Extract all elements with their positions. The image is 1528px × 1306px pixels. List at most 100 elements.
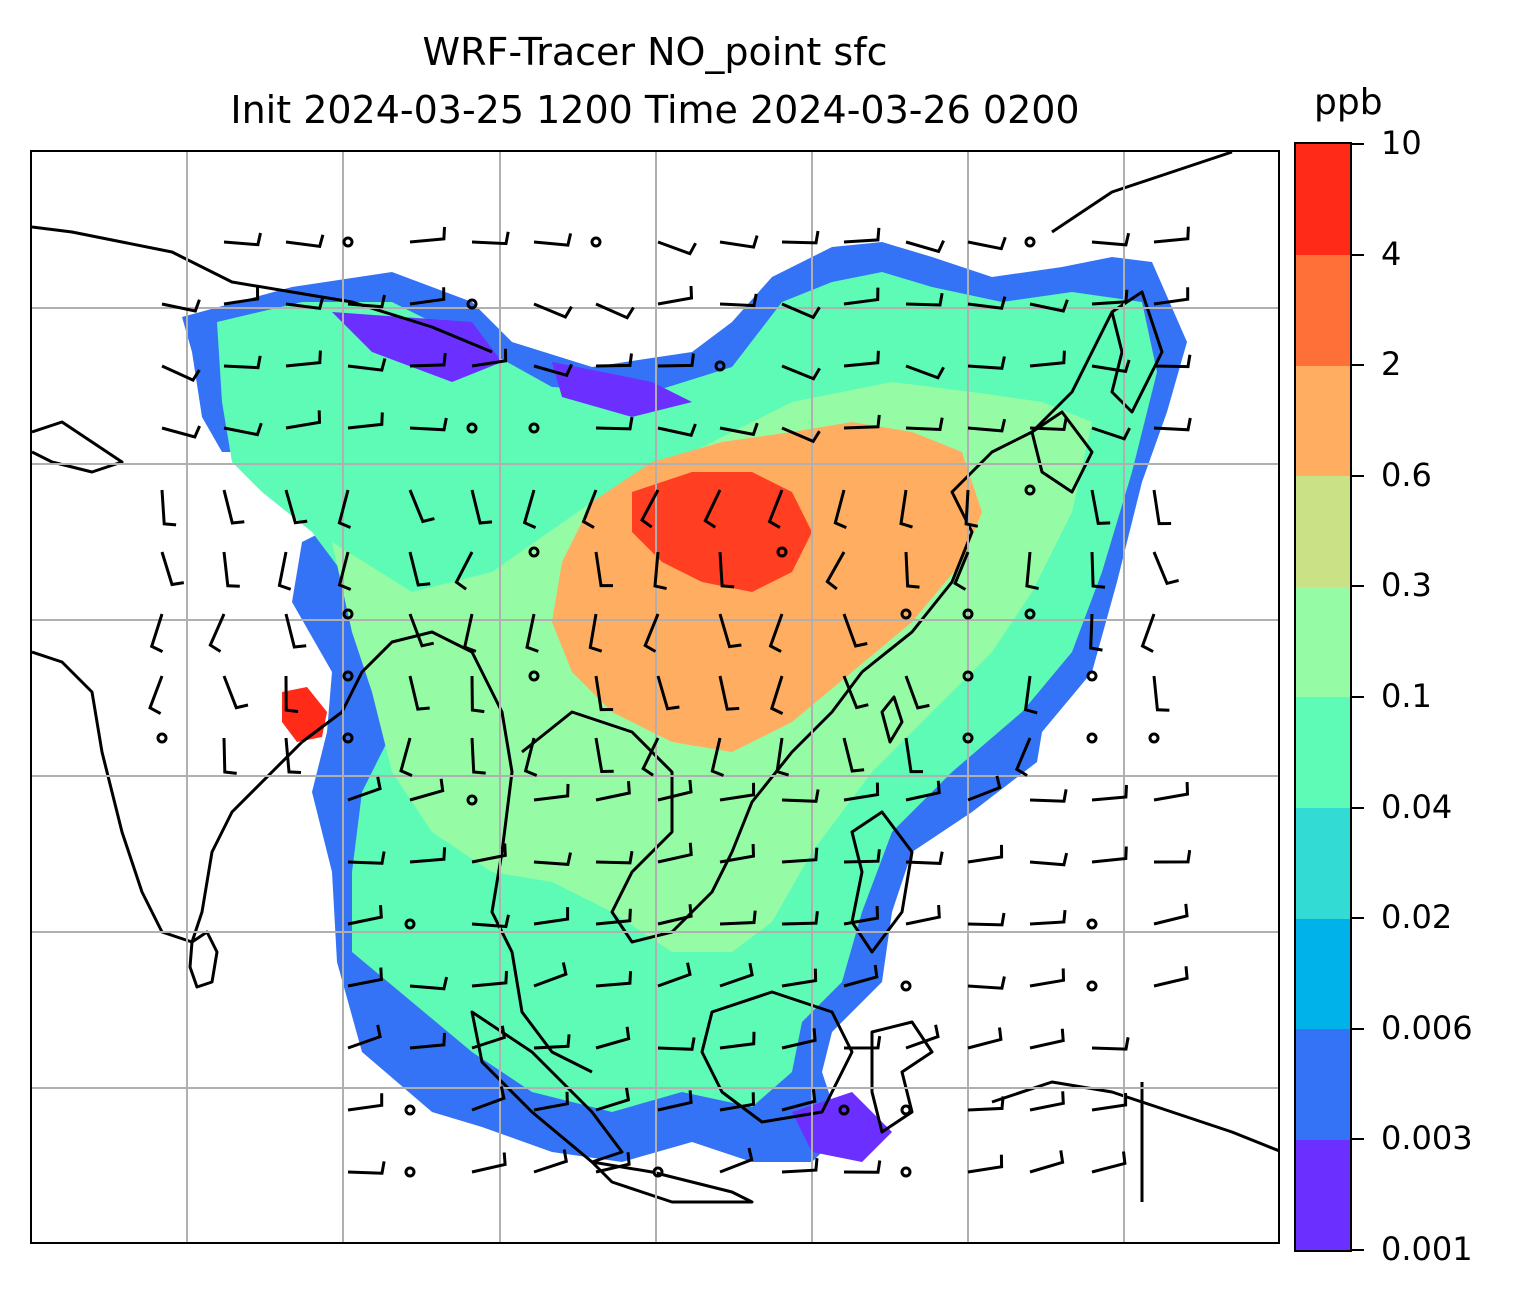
wind-barb — [843, 849, 881, 864]
colorbar-tick-label: 0.006 — [1381, 1008, 1473, 1047]
wind-barb — [905, 780, 941, 802]
wind-barb — [905, 1024, 940, 1050]
wind-barb — [1091, 846, 1128, 864]
wind-barb — [842, 613, 868, 648]
wind-barb — [408, 613, 435, 648]
wind-barb-calm — [342, 670, 354, 682]
wind-barb-calm — [1148, 732, 1160, 744]
wind-barb-calm — [466, 422, 478, 434]
colorbar-segment — [1296, 918, 1350, 1030]
wind-barb-calm — [1086, 732, 1098, 744]
wind-barb — [775, 737, 790, 777]
wind-barb — [1091, 359, 1131, 374]
wind-barb — [967, 844, 1004, 864]
wind-barb — [408, 675, 430, 711]
wind-barb — [843, 782, 880, 802]
wind-barb — [285, 350, 322, 368]
wind-barb — [471, 1152, 507, 1174]
wind-barb — [1091, 1037, 1130, 1051]
wind-barb — [843, 906, 880, 926]
wind-barb — [719, 962, 754, 988]
wind-barb — [1025, 551, 1039, 591]
wind-barb-calm — [1086, 670, 1098, 682]
wind-barb — [409, 976, 449, 991]
wind-barb — [409, 417, 448, 432]
colorbar-tick — [1352, 806, 1364, 809]
wind-barb — [843, 1160, 882, 1174]
colorbar-tick-label: 0.6 — [1381, 455, 1432, 494]
wind-barb — [347, 905, 383, 926]
colorbar-tick — [1352, 1138, 1364, 1141]
wind-barb — [781, 364, 821, 381]
wind-barb — [454, 551, 474, 591]
wind-barb — [471, 348, 508, 368]
colorbar-tick-label: 0.003 — [1381, 1119, 1473, 1158]
colorbar-tick — [1352, 696, 1364, 698]
wind-barb — [284, 489, 308, 525]
wind-barb — [595, 971, 633, 988]
wind-barb — [1090, 489, 1111, 525]
wind-barb — [781, 789, 820, 803]
wind-barb — [719, 422, 759, 437]
wind-barb — [781, 426, 821, 444]
wind-barb — [1029, 968, 1066, 988]
wind-barb — [967, 296, 1007, 310]
wind-barb — [161, 425, 201, 439]
wind-barb — [409, 847, 447, 864]
wind-barb — [719, 844, 756, 864]
wind-barb — [1152, 489, 1172, 526]
wind-barb — [470, 737, 486, 775]
wind-barb — [843, 227, 881, 244]
wind-barb — [595, 353, 633, 368]
wind-barb — [1153, 782, 1190, 802]
wind-barb — [719, 910, 757, 926]
wind-barb-calm — [528, 670, 540, 682]
wind-barb — [223, 232, 262, 247]
wind-barb — [843, 1035, 882, 1050]
wind-barb — [533, 1034, 571, 1050]
wind-barb — [825, 551, 846, 591]
wind-barb — [640, 489, 660, 529]
wind-barb — [781, 302, 821, 320]
wind-barb-calm — [652, 1166, 664, 1178]
colorbar-tick — [1352, 1249, 1364, 1251]
wind-barb — [284, 675, 299, 714]
wind-barb — [533, 233, 573, 247]
coastline-taiwan — [880, 695, 904, 744]
wind-barb — [719, 1031, 756, 1050]
colorbar-tick-label: 0.04 — [1381, 787, 1453, 826]
wind-barb — [719, 1147, 754, 1174]
wind-barb — [408, 489, 435, 524]
wind-barb — [1153, 354, 1192, 369]
wind-barb — [657, 423, 697, 437]
colorbar-tick — [1352, 585, 1364, 588]
wind-barb-calm — [342, 608, 354, 620]
wind-barb — [1152, 675, 1170, 712]
wind-barb — [284, 613, 307, 649]
wind-barb-calm — [466, 298, 478, 310]
wind-barb — [595, 302, 635, 320]
wind-barb-calm — [156, 732, 168, 744]
wind-barb — [409, 226, 446, 244]
coastline-caspian — [32, 420, 124, 474]
wind-barb — [1153, 417, 1192, 432]
wind-barb — [905, 364, 945, 380]
wind-barb — [581, 489, 598, 529]
coastline-java — [590, 1160, 754, 1204]
wind-barb — [967, 976, 1006, 990]
wind-barb — [471, 914, 510, 929]
wind-barb — [160, 551, 185, 587]
coastline-china — [861, 311, 1114, 674]
wind-barb — [595, 1087, 631, 1112]
wind-barb — [470, 675, 485, 714]
wind-barb — [904, 675, 930, 710]
wind-barb — [222, 675, 249, 710]
wind-barb — [781, 1158, 819, 1174]
wind-barb — [781, 968, 818, 988]
wind-barb — [470, 489, 493, 525]
wind-barb-calm — [466, 794, 478, 806]
wind-barb — [843, 287, 880, 306]
wind-barb — [347, 851, 386, 865]
wind-barb — [222, 737, 237, 775]
colorbar-tick — [1352, 364, 1364, 367]
